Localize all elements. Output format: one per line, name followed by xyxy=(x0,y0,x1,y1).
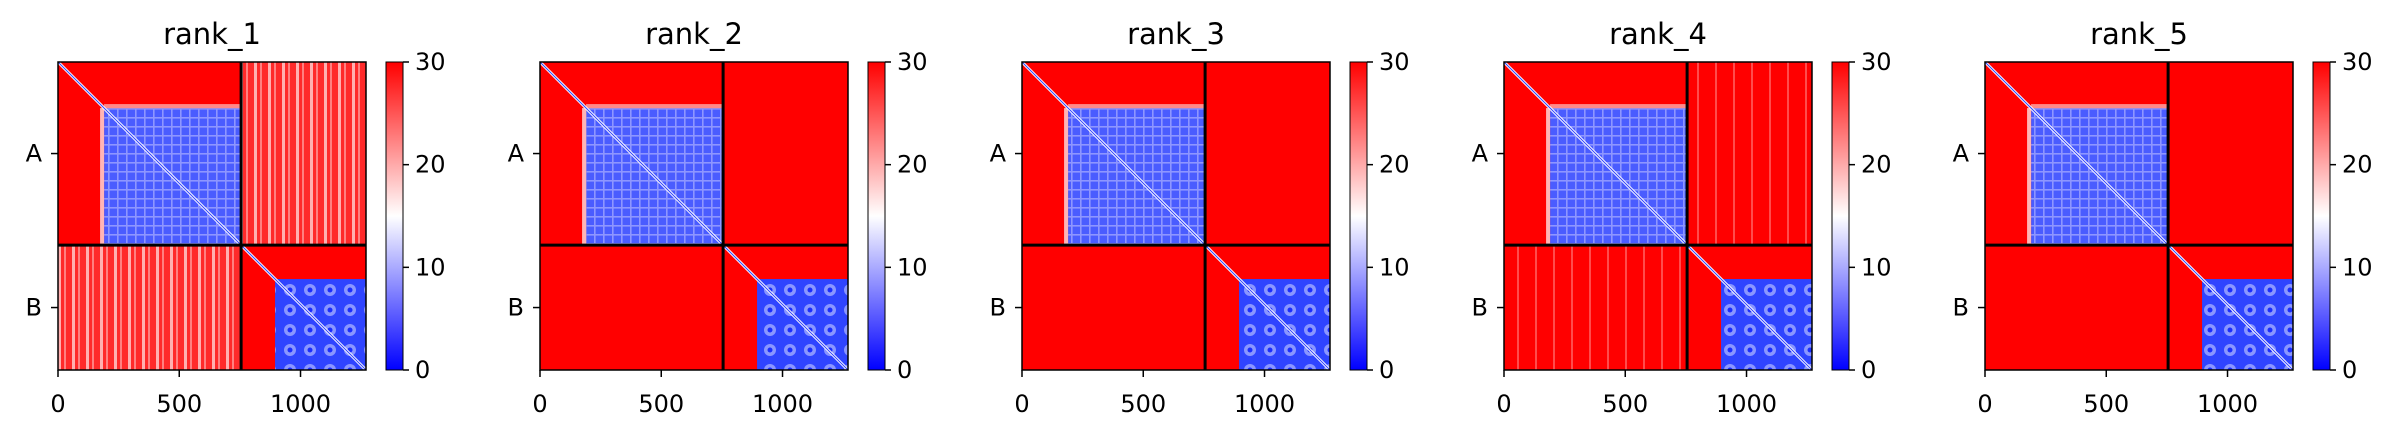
x-tick-label: 1000 xyxy=(1234,390,1295,418)
heatmap-panel-4: rank_4 0 500 1000 A B 0 10 20 30 xyxy=(1472,17,1892,418)
block-A-B xyxy=(723,62,848,246)
diagonal-A-core xyxy=(1503,61,1688,246)
diagonal-B-core xyxy=(722,244,849,371)
colorbar xyxy=(1349,61,1368,371)
heatmap-panel-3: rank_3 0 500 1000 A B 0 10 20 30 xyxy=(990,17,1410,418)
y-tick-label: B xyxy=(1472,294,1488,322)
colorbar-tick-label: 30 xyxy=(415,48,446,76)
diagonal-A-core xyxy=(1021,61,1206,246)
heatmap-frame xyxy=(1984,61,2294,371)
block-A-fringe-top xyxy=(104,104,242,109)
block-A-B xyxy=(1205,62,1330,246)
diagonal-A-core xyxy=(57,61,242,246)
colorbar-tick-label: 10 xyxy=(1861,253,1892,281)
colorbar xyxy=(1831,61,1850,371)
block-A-fringe-left xyxy=(1064,108,1069,246)
x-tick-label: 500 xyxy=(1120,390,1166,418)
block-A-fringe-left xyxy=(2027,108,2032,246)
x-tick-label: 0 xyxy=(50,390,65,418)
y-tick-label: B xyxy=(508,294,524,322)
block-A-fringe-left xyxy=(582,108,587,246)
block-A-B xyxy=(1687,62,1812,246)
colorbar-tick-label: 10 xyxy=(2342,253,2373,281)
panel-title: rank_2 xyxy=(645,17,743,51)
block-A-fringe-top xyxy=(586,104,724,109)
x-tick-label: 0 xyxy=(1014,390,1029,418)
diagonal-B-core xyxy=(240,244,367,371)
y-tick-label: A xyxy=(1472,140,1489,168)
x-tick-label: 1000 xyxy=(2197,390,2258,418)
x-tick-label: 0 xyxy=(532,390,547,418)
block-A-fringe-top xyxy=(2031,104,2169,109)
y-tick-label: B xyxy=(990,294,1006,322)
colorbar-tick-label: 20 xyxy=(415,151,446,179)
block-A-B xyxy=(2168,62,2293,246)
panel-title: rank_5 xyxy=(2090,17,2188,51)
y-tick-label: A xyxy=(990,140,1007,168)
block-B-A xyxy=(58,245,242,370)
block-B-A xyxy=(540,245,724,370)
block-A-fringe-left xyxy=(1546,108,1551,246)
colorbar-tick-label: 30 xyxy=(1379,48,1410,76)
colorbar-tick-label: 10 xyxy=(897,253,928,281)
colorbar-tick-label: 20 xyxy=(897,151,928,179)
colorbar xyxy=(385,61,404,371)
colorbar xyxy=(2312,61,2331,371)
x-tick-label: 500 xyxy=(1602,390,1648,418)
colorbar-tick-label: 0 xyxy=(897,356,912,384)
block-A-fringe-top xyxy=(1550,104,1688,109)
colorbar-tick-label: 10 xyxy=(415,253,446,281)
heatmap-frame xyxy=(1021,61,1331,371)
x-tick-label: 500 xyxy=(638,390,684,418)
diagonal-A-core xyxy=(539,61,724,246)
diagonal-B-core xyxy=(1204,244,1331,371)
x-tick-label: 1000 xyxy=(752,390,813,418)
heatmap-frame xyxy=(539,61,849,371)
colorbar-tick-label: 30 xyxy=(2342,48,2373,76)
colorbar-tick-label: 20 xyxy=(2342,151,2373,179)
panel-title: rank_1 xyxy=(163,17,261,51)
x-tick-label: 1000 xyxy=(270,390,331,418)
heatmap-panel-2: rank_2 0 500 1000 A B 0 10 20 30 xyxy=(508,17,928,418)
colorbar-tick-label: 0 xyxy=(1861,356,1876,384)
x-tick-label: 0 xyxy=(1977,390,1992,418)
colorbar-tick-label: 0 xyxy=(415,356,430,384)
panel-title: rank_4 xyxy=(1609,17,1707,51)
y-tick-label: A xyxy=(1953,140,1970,168)
colorbar-tick-label: 0 xyxy=(1379,356,1394,384)
colorbar-tick-label: 30 xyxy=(1861,48,1892,76)
colorbar-tick-label: 20 xyxy=(1861,151,1892,179)
block-B-A xyxy=(1504,245,1688,370)
colorbar-tick-label: 10 xyxy=(1379,253,1410,281)
colorbar-tick-label: 20 xyxy=(1379,151,1410,179)
diagonal-B-core xyxy=(1686,244,1813,371)
panel-title: rank_3 xyxy=(1127,17,1225,51)
y-tick-label: B xyxy=(1953,294,1969,322)
y-tick-label: A xyxy=(26,140,43,168)
heatmap-frame xyxy=(57,61,367,371)
x-tick-label: 1000 xyxy=(1716,390,1777,418)
block-A-fringe-left xyxy=(100,108,105,246)
diagonal-A-core xyxy=(1984,61,2169,246)
x-tick-label: 500 xyxy=(2083,390,2129,418)
block-A-fringe-top xyxy=(1068,104,1206,109)
x-tick-label: 500 xyxy=(156,390,202,418)
block-B-A xyxy=(1022,245,1206,370)
block-A-B xyxy=(241,62,366,246)
colorbar xyxy=(867,61,886,371)
heatmap-frame xyxy=(1503,61,1813,371)
heatmap-panel-5: rank_5 0 500 1000 A B 0 10 20 30 xyxy=(1953,17,2373,418)
diagonal-B-core xyxy=(2167,244,2294,371)
y-tick-label: A xyxy=(508,140,525,168)
y-tick-label: B xyxy=(26,294,42,322)
x-tick-label: 0 xyxy=(1496,390,1511,418)
heatmap-panel-1: rank_1 0 500 1000 A B 0 10 20 30 xyxy=(26,17,446,418)
colorbar-tick-label: 30 xyxy=(897,48,928,76)
colorbar-tick-label: 0 xyxy=(2342,356,2357,384)
block-B-A xyxy=(1985,245,2169,370)
